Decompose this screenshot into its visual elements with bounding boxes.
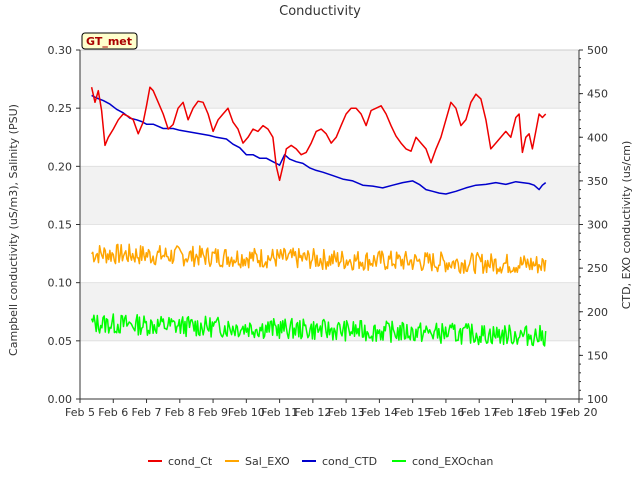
x-tick-label: Feb 17 bbox=[461, 406, 498, 419]
x-tick-label: Feb 18 bbox=[494, 406, 531, 419]
y-right-tick-label: 100 bbox=[587, 393, 608, 406]
legend-label-cond_EXOchan: cond_EXOchan bbox=[412, 455, 493, 468]
x-tick-label: Feb 9 bbox=[198, 406, 228, 419]
y-right-tick-label: 350 bbox=[587, 175, 608, 188]
y-left-tick-label: 0.20 bbox=[48, 160, 73, 173]
x-tick-label: Feb 11 bbox=[261, 406, 298, 419]
y-right-tick-label: 400 bbox=[587, 131, 608, 144]
x-tick-label: Feb 19 bbox=[527, 406, 564, 419]
y-left-tick-label: 0.25 bbox=[48, 102, 73, 115]
y-axis-right-label: CTD, EXO conductivity (us/cm) bbox=[620, 141, 633, 310]
y-left-tick-label: 0.00 bbox=[48, 393, 73, 406]
series-line-cond_Ct bbox=[90, 86, 547, 182]
x-tick-label: Feb 13 bbox=[328, 406, 365, 419]
y-right-tick-label: 300 bbox=[587, 219, 608, 232]
badge-label: GT_met bbox=[86, 35, 132, 48]
x-tick-label: Feb 12 bbox=[294, 406, 331, 419]
y-right-tick-label: 450 bbox=[587, 88, 608, 101]
y-axis-left-label: Campbell conductivity (uS/m3), Salinity … bbox=[7, 104, 20, 356]
chart-title: Conductivity bbox=[279, 4, 361, 19]
legend-label-cond_Ct: cond_Ct bbox=[168, 455, 213, 468]
x-tick-label: Feb 7 bbox=[132, 406, 162, 419]
series-layer bbox=[90, 86, 547, 347]
y-left-tick-label: 0.10 bbox=[48, 277, 73, 290]
legend-label-cond_CTD: cond_CTD bbox=[322, 455, 377, 468]
series-line-cond_CTD bbox=[91, 94, 547, 195]
grid-band bbox=[80, 50, 579, 109]
x-tick-label: Feb 14 bbox=[361, 406, 398, 419]
x-tick-label: Feb 16 bbox=[427, 406, 464, 419]
y-left-tick-label: 0.15 bbox=[48, 219, 73, 232]
badge-box bbox=[81, 32, 138, 50]
x-tick-label: Feb 5 bbox=[65, 406, 95, 419]
x-tick-label: Feb 6 bbox=[98, 406, 128, 419]
y-left-tick-label: 0.30 bbox=[48, 44, 73, 57]
legend: cond_Ct Sal_EXO cond_CTD cond_EXOchan bbox=[148, 455, 493, 468]
y-left-tick-label: 0.05 bbox=[48, 335, 73, 348]
y-right-tick-label: 150 bbox=[587, 349, 608, 362]
x-tick-label: Feb 10 bbox=[228, 406, 265, 419]
series-line-cond_EXOchan bbox=[90, 313, 547, 347]
y-right-tick-label: 250 bbox=[587, 262, 608, 275]
x-tick-label: Feb 8 bbox=[165, 406, 195, 419]
x-tick-label: Feb 15 bbox=[394, 406, 431, 419]
y-right-tick-label: 500 bbox=[587, 44, 608, 57]
series-line-Sal_EXO bbox=[91, 243, 547, 275]
legend-label-Sal_EXO: Sal_EXO bbox=[245, 455, 290, 468]
badge: GT_met bbox=[81, 32, 138, 50]
y-right-tick-label: 200 bbox=[587, 306, 608, 319]
grid-band bbox=[80, 166, 579, 225]
x-tick-label: Feb 20 bbox=[561, 406, 598, 419]
